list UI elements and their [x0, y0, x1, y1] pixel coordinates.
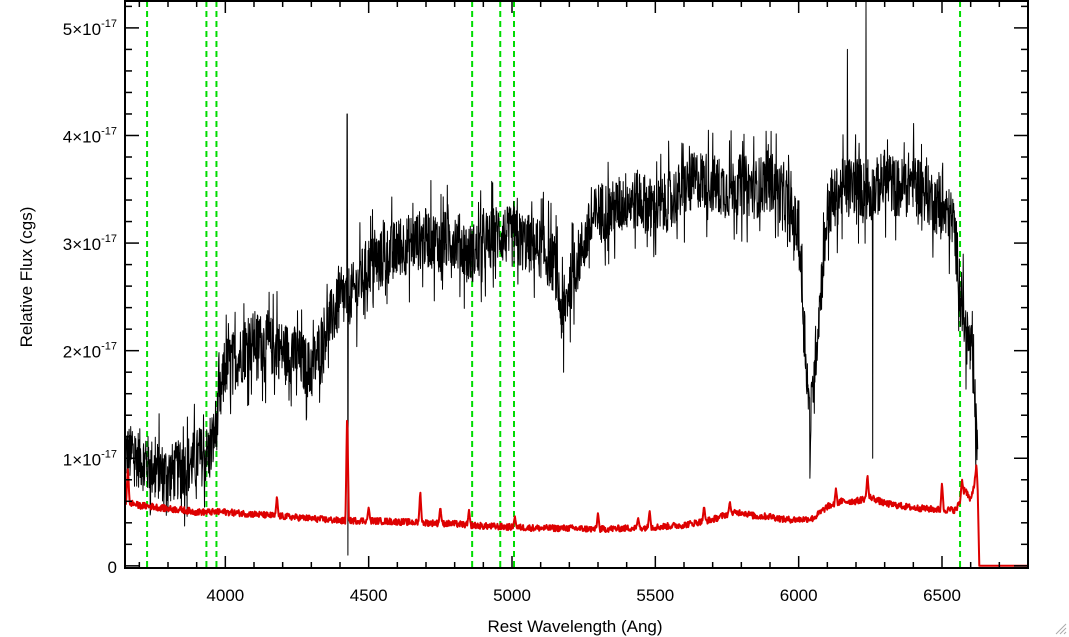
y-tick-label: 5×10-17	[63, 18, 117, 39]
y-tick-label: 0	[108, 558, 117, 577]
y-tick-label: 4×10-17	[63, 125, 117, 146]
x-tick-label: 5500	[636, 586, 674, 605]
x-axis-title: Rest Wavelength (Ang)	[487, 617, 662, 636]
x-tick-label: 6500	[923, 586, 961, 605]
model-spectrum-line	[124, 419, 1028, 567]
x-tick-labels: 4000 4500 5000 5500 6000 6500	[206, 586, 960, 605]
y-tick-label: 2×10-17	[63, 341, 117, 362]
series-layer	[124, 0, 1028, 567]
y-tick-labels: 0 1×10-17 2×10-17 3×10-17 4×10-17 5×10-17	[63, 18, 117, 577]
y-axis-title: Relative Flux (cgs)	[17, 207, 36, 348]
y-tick-label: 3×10-17	[63, 233, 117, 254]
x-tick-label: 4000	[206, 586, 244, 605]
resize-grip-icon[interactable]	[1053, 621, 1067, 635]
emission-line-markers	[146, 1, 962, 568]
x-tick-label: 4500	[350, 586, 388, 605]
observed-spectrum-line	[124, 0, 979, 556]
axis-ticks	[125, 1, 1029, 568]
y-tick-label: 1×10-17	[63, 448, 117, 469]
plot-border	[124, 0, 1029, 569]
x-tick-label: 5000	[493, 586, 531, 605]
x-tick-label: 6000	[780, 586, 818, 605]
plot-frame	[124, 0, 1029, 569]
